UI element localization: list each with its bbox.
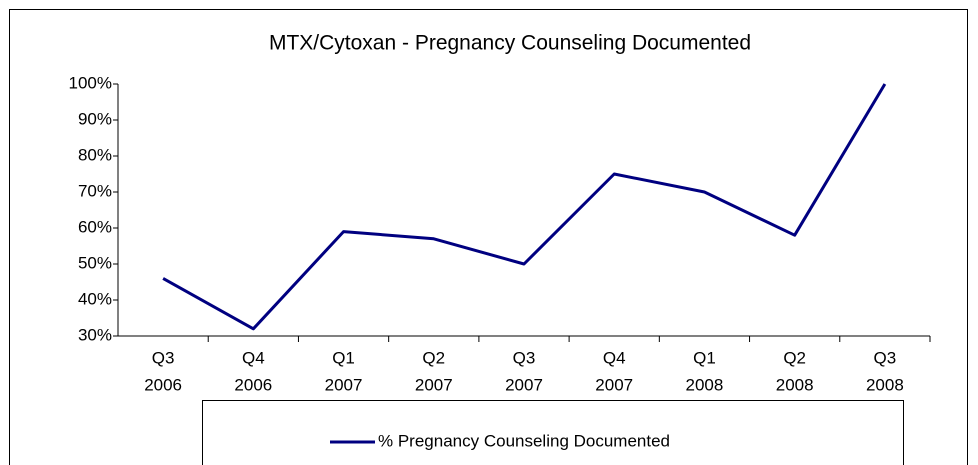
legend-box <box>202 400 904 465</box>
x-tick-label: 2007 <box>415 375 453 394</box>
x-tick-label: Q3 <box>874 348 897 367</box>
x-tick-label: 2006 <box>234 375 272 394</box>
y-tick-label: 90% <box>78 109 112 128</box>
y-tick-label: 40% <box>78 289 112 308</box>
x-tick-label: 2007 <box>325 375 363 394</box>
y-tick-label: 30% <box>78 325 112 344</box>
y-tick-label: 70% <box>78 181 112 200</box>
x-tick-label: Q2 <box>422 348 445 367</box>
x-tick-label: 2006 <box>144 375 182 394</box>
y-tick-label: 80% <box>78 145 112 164</box>
data-line <box>162 83 887 331</box>
y-tick-label: 60% <box>78 217 112 236</box>
x-tick-label: 2008 <box>776 375 814 394</box>
x-tick-label: Q4 <box>242 348 265 367</box>
x-tick-label: Q3 <box>513 348 536 367</box>
x-tick-label: Q4 <box>603 348 626 367</box>
y-tick-label: 50% <box>78 253 112 272</box>
x-tick-label: Q2 <box>783 348 806 367</box>
x-tick-label: Q1 <box>332 348 355 367</box>
x-tick-label: 2007 <box>505 375 543 394</box>
x-tick-label: 2007 <box>595 375 633 394</box>
legend-label: % Pregnancy Counseling Documented <box>378 431 670 450</box>
x-tick-label: Q1 <box>693 348 716 367</box>
chart-title: MTX/Cytoxan - Pregnancy Counseling Docum… <box>269 32 751 55</box>
chart-border <box>9 9 968 465</box>
x-tick-label: 2008 <box>686 375 724 394</box>
x-tick-label: Q3 <box>152 348 175 367</box>
x-tick-label: 2008 <box>866 375 904 394</box>
y-tick-label: 100% <box>69 73 112 92</box>
